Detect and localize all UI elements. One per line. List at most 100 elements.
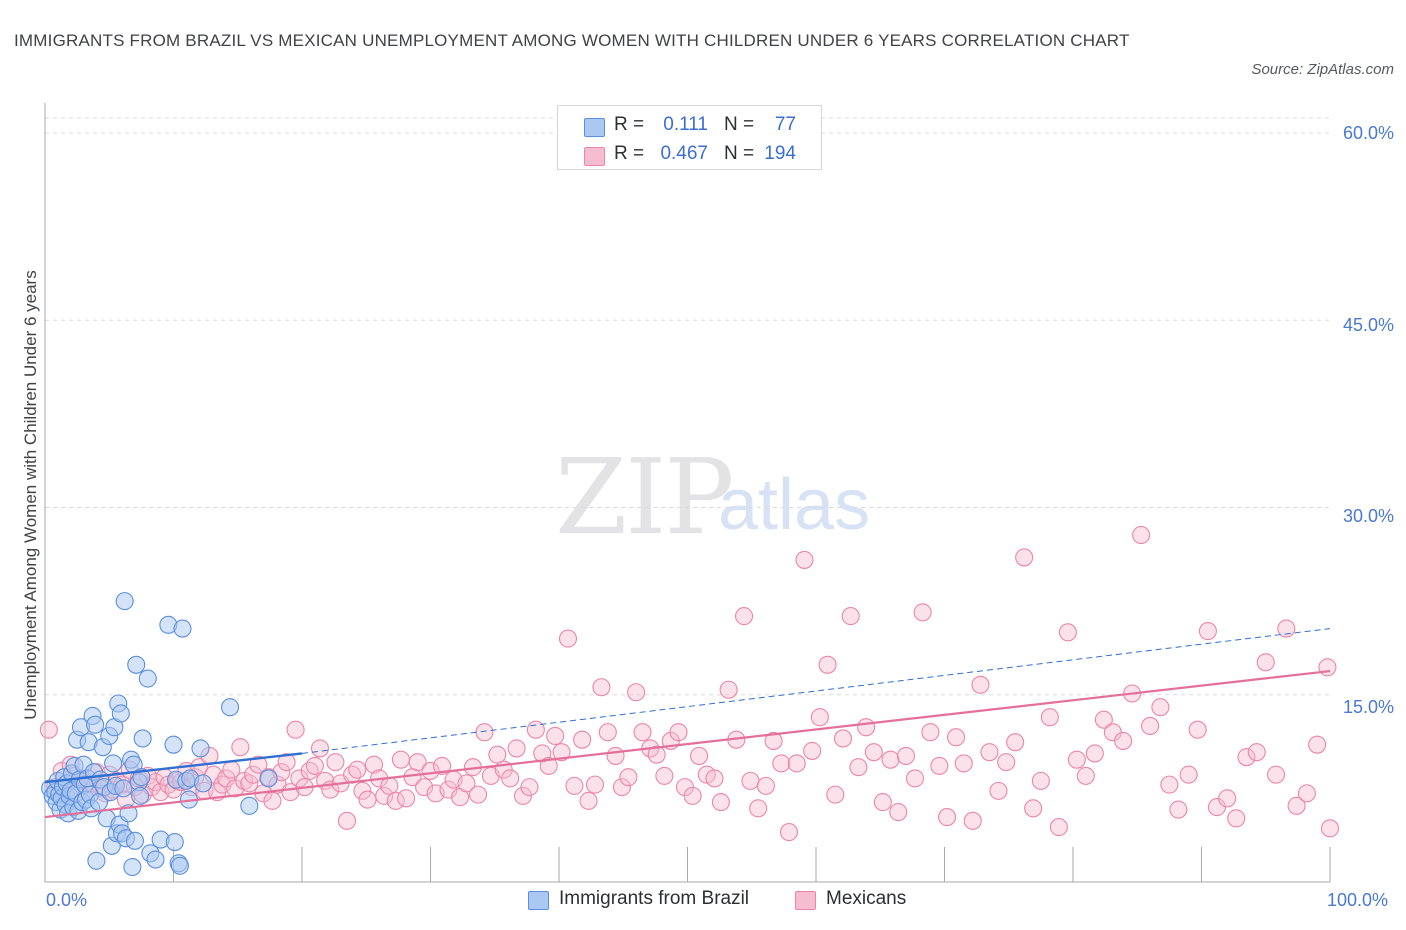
mexican-point <box>1320 819 1340 838</box>
mexican-point <box>488 745 507 764</box>
brazil-point <box>86 715 105 734</box>
brazil-trend-extension <box>301 628 1331 754</box>
brazil-swatch <box>584 118 605 137</box>
mexican-point <box>546 726 565 745</box>
mexican-point <box>231 738 250 757</box>
brazil-point <box>115 592 134 611</box>
mexican-point <box>1169 800 1188 819</box>
mexican-point <box>849 758 868 777</box>
mexican-point <box>539 756 558 775</box>
mexican-point <box>240 774 259 793</box>
mexican-point <box>1006 733 1025 752</box>
mexican-point <box>457 774 476 793</box>
brazil-point <box>114 779 133 798</box>
mexican-point <box>1198 622 1217 641</box>
y-tick-60: 60.0% <box>1342 123 1394 143</box>
chart-title: IMMIGRANTS FROM BRAZIL VS MEXICAN UNEMPL… <box>14 31 1130 50</box>
mexican-point <box>896 746 916 765</box>
mexican-point <box>507 739 526 758</box>
mexican-point <box>1218 789 1237 808</box>
mexican-point <box>1179 765 1198 784</box>
mexican-point <box>415 778 434 797</box>
mexican-point <box>989 781 1008 800</box>
legend-n-value: 77 <box>774 114 796 135</box>
mexican-point <box>619 768 638 787</box>
mexican-point <box>980 743 999 762</box>
mexican-point <box>520 778 539 797</box>
mexican-point <box>881 750 900 769</box>
legend-r-label: R = <box>614 114 645 135</box>
brazil-point <box>259 769 278 788</box>
mexican-point <box>612 778 632 797</box>
mexican-point <box>421 761 440 780</box>
mexicans-legend-label: Mexicans <box>826 888 907 909</box>
mexican-point <box>326 753 345 772</box>
mexican-point <box>690 746 709 765</box>
mexican-point <box>647 745 666 764</box>
mexican-point <box>579 791 598 810</box>
mexican-point <box>353 781 372 800</box>
mexican-point <box>364 755 384 774</box>
mexican-point <box>300 761 319 780</box>
legend-row-mexicans: R = 0.467 N = 194 <box>558 139 821 169</box>
brazil-point <box>194 774 213 793</box>
mexican-point <box>433 756 452 775</box>
brazil-point <box>111 704 130 723</box>
mexican-point <box>391 750 410 769</box>
mexican-point <box>1227 809 1246 828</box>
legend-n-label: N = <box>724 114 755 135</box>
legend-r-label: R = <box>614 143 645 164</box>
mexican-point <box>795 550 814 569</box>
mexican-point <box>818 655 837 674</box>
mexican-point <box>810 708 829 727</box>
mexican-point <box>756 776 775 795</box>
mexican-point <box>947 728 966 747</box>
mexicans-trend-line <box>44 669 1331 819</box>
legend-r-value: 0.111 <box>663 114 708 135</box>
brazil-legend-swatch <box>528 891 549 910</box>
mexican-point <box>954 754 973 773</box>
mexican-point <box>734 607 754 626</box>
mexican-point <box>1058 623 1077 642</box>
mexican-point <box>606 746 625 765</box>
mexican-point <box>310 739 330 758</box>
y-tick-30: 30.0% <box>1342 506 1394 526</box>
mexican-point <box>1141 716 1160 736</box>
mexican-point <box>573 730 592 749</box>
brazil-point <box>131 786 150 805</box>
mexican-point <box>1318 658 1337 677</box>
mexican-point <box>558 629 578 648</box>
mexican-point <box>1266 765 1286 784</box>
mexican-point <box>263 791 282 810</box>
mexican-point <box>552 743 571 762</box>
brazil-point <box>127 655 146 674</box>
mexican-point <box>1031 771 1050 790</box>
brazil-point <box>87 851 106 870</box>
watermark-zip: ZIP <box>555 436 734 558</box>
mexican-point <box>1256 653 1275 672</box>
mexican-point <box>971 675 990 694</box>
mexican-point <box>627 683 646 702</box>
mexican-point <box>1132 525 1151 545</box>
mexican-point <box>764 731 783 750</box>
mexican-point <box>719 680 738 699</box>
mexican-point <box>741 771 760 790</box>
mexican-point <box>633 723 652 742</box>
mexican-point <box>598 723 617 742</box>
brazil-point <box>191 739 210 758</box>
mexican-point <box>526 720 545 739</box>
mexican-point <box>930 756 949 775</box>
mexican-point <box>468 785 488 804</box>
mexican-point <box>711 793 730 812</box>
mexican-point <box>864 743 883 762</box>
brazil-point <box>170 856 189 875</box>
mexican-point <box>803 741 822 760</box>
mexican-point <box>249 755 268 774</box>
mexican-point <box>585 775 605 794</box>
mexican-point <box>1287 796 1306 815</box>
brazil-point <box>104 754 123 773</box>
mexicans-legend-swatch <box>795 891 816 910</box>
legend-r-value: 0.467 <box>660 143 708 164</box>
mexican-point <box>305 756 324 775</box>
mexican-point <box>277 753 296 772</box>
